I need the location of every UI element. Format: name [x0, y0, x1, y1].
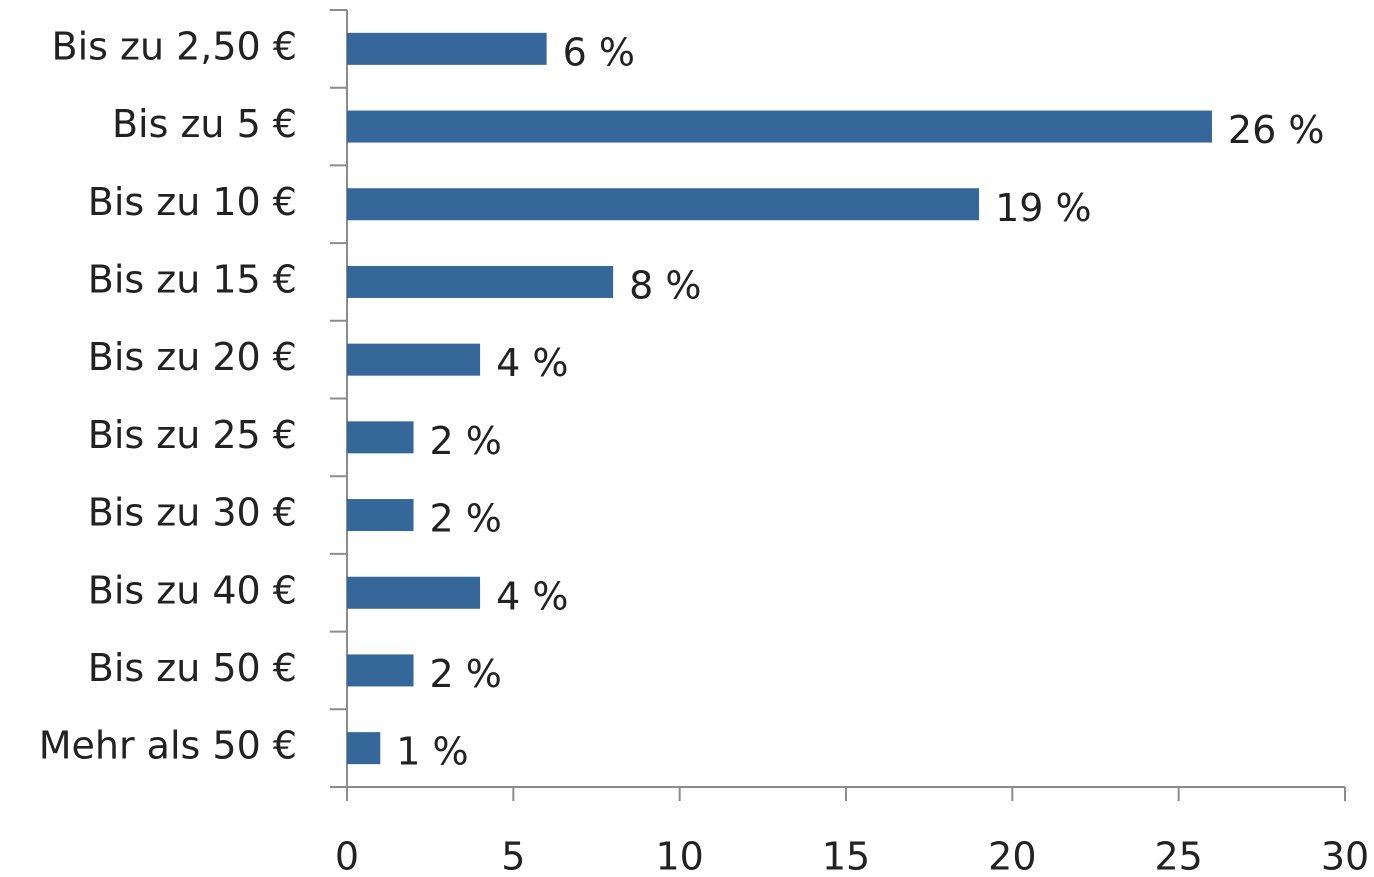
y-tick-label: Bis zu 40 €: [88, 568, 297, 612]
x-tick-label: 10: [655, 835, 703, 877]
y-tick-label: Bis zu 50 €: [88, 646, 297, 690]
bar: [347, 110, 1212, 143]
bar: [347, 499, 414, 532]
value-label: 2 %: [430, 419, 502, 463]
y-tick-label: Bis zu 30 €: [88, 491, 297, 535]
bar: [347, 654, 414, 687]
x-tick-label: 0: [335, 835, 359, 877]
y-tick-label: Bis zu 10 €: [88, 180, 297, 224]
y-tick-label: Mehr als 50 €: [39, 724, 297, 768]
x-tick-label: 15: [822, 835, 870, 877]
bar: [347, 188, 980, 221]
bar: [347, 265, 614, 298]
y-tick-label: Bis zu 2,50 €: [52, 24, 297, 68]
y-tick-label: Bis zu 20 €: [88, 335, 297, 379]
bar: [347, 32, 547, 65]
y-tick-label: Bis zu 25 €: [88, 413, 297, 457]
x-tick-label: 5: [501, 835, 525, 877]
value-label: 1 %: [396, 730, 468, 774]
value-label: 4 %: [496, 574, 568, 618]
value-label: 2 %: [430, 497, 502, 541]
value-label: 2 %: [430, 652, 502, 696]
value-label: 6 %: [563, 30, 635, 74]
bar: [347, 421, 414, 454]
y-tick-label: Bis zu 5 €: [112, 102, 297, 146]
value-label: 4 %: [496, 341, 568, 385]
value-label: 26 %: [1228, 108, 1325, 152]
x-tick-label: 30: [1321, 835, 1369, 877]
value-label: 19 %: [995, 186, 1092, 230]
y-tick-label: Bis zu 15 €: [88, 257, 297, 301]
bar: [347, 732, 381, 765]
bar: [347, 576, 481, 609]
value-label: 8 %: [629, 263, 701, 307]
bar: [347, 343, 481, 376]
x-tick-label: 20: [988, 835, 1036, 877]
x-tick-label: 25: [1154, 835, 1202, 877]
